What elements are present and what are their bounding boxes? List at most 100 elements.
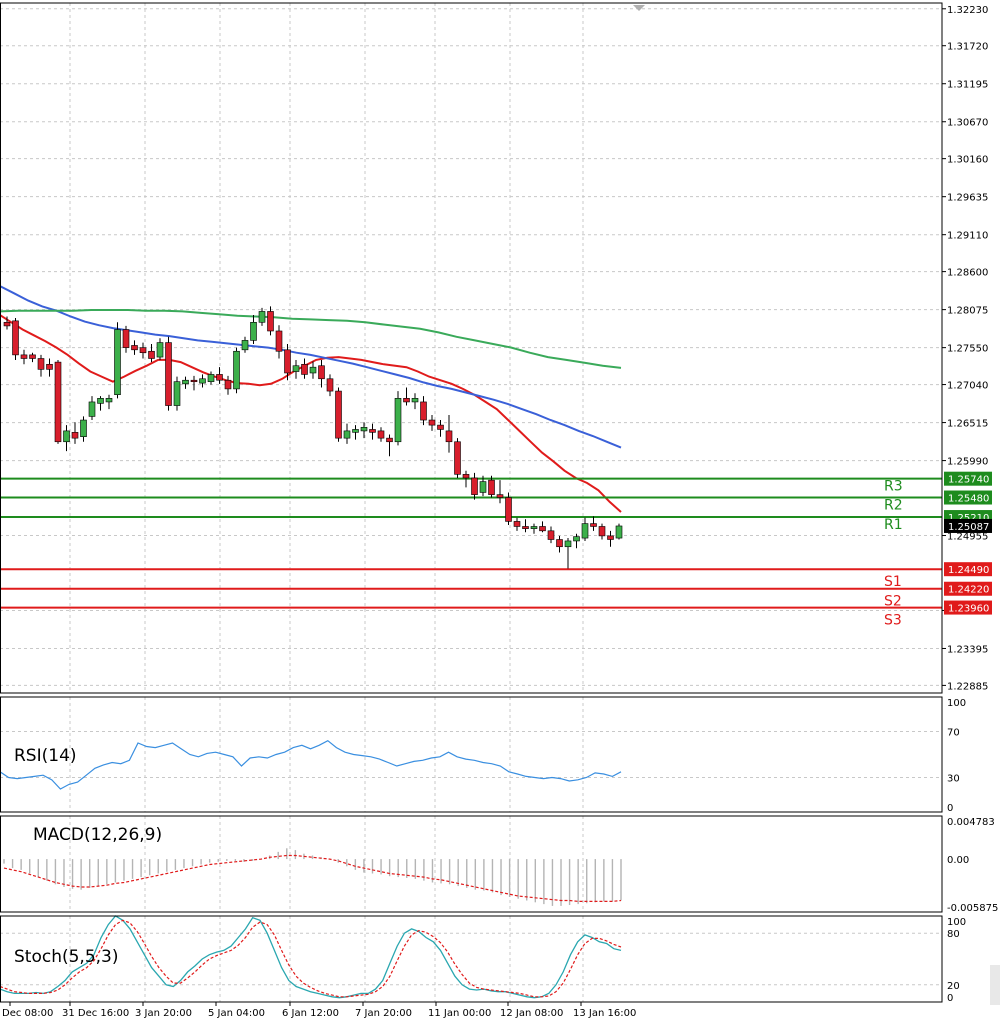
candle-body: [208, 374, 214, 381]
candle-body: [13, 321, 19, 355]
price-tick-label: 1.30670: [947, 118, 988, 129]
candle: [395, 391, 401, 445]
time-tick-label: Dec 08:00: [2, 1008, 53, 1019]
price-tick-label: 1.25990: [947, 457, 988, 468]
candle-body: [353, 429, 359, 432]
price-tick-label: 1.27550: [947, 344, 988, 355]
price-tick-label: 1.23395: [947, 644, 988, 655]
candle-body: [472, 478, 478, 495]
candle-body: [234, 351, 240, 389]
candle: [234, 348, 240, 394]
stoch-tick-label: 20: [947, 981, 960, 992]
candle-body: [421, 402, 427, 420]
candle-body: [497, 495, 503, 498]
macd-title: MACD(12,26,9): [33, 825, 162, 845]
level-tag-s2: 1.24220: [948, 585, 989, 596]
candle-body: [404, 398, 410, 402]
candle-body: [98, 398, 104, 403]
macd-tick-label: 0.00: [947, 855, 969, 866]
candle-body: [115, 330, 121, 395]
current-price-tag: 1.25087: [948, 522, 989, 533]
candle-body: [72, 432, 78, 438]
candle-body: [523, 526, 529, 528]
candle-body: [242, 340, 248, 349]
candle-body: [608, 536, 614, 540]
candle-body: [616, 526, 622, 538]
price-tick-label: 1.32230: [947, 5, 988, 16]
candle-body: [489, 480, 495, 494]
candle-body: [557, 540, 563, 547]
price-tick-label: 1.28075: [947, 306, 988, 317]
candle-body: [327, 379, 333, 391]
candle: [506, 492, 512, 525]
candle-body: [166, 343, 172, 406]
macd-tick-label: 0.004783: [947, 817, 995, 828]
price-tick-label: 1.28600: [947, 268, 988, 279]
rsi-tick-label: 100: [947, 698, 966, 709]
price-tick-label: 1.31720: [947, 42, 988, 53]
candle-body: [225, 380, 231, 389]
candle-body: [21, 355, 27, 359]
candle-body: [582, 524, 588, 538]
candle-body: [446, 431, 452, 442]
candle-body: [480, 482, 486, 493]
candle-body: [531, 526, 537, 528]
level-label-r3: R3: [884, 479, 903, 495]
stoch-title: Stoch(5,5,3): [14, 947, 119, 967]
candle: [616, 524, 622, 540]
candle-body: [370, 429, 376, 432]
candle-body: [310, 367, 316, 373]
candle-body: [565, 541, 571, 547]
candle-body: [540, 526, 546, 530]
candle-body: [123, 330, 129, 348]
candle-body: [506, 498, 512, 522]
candle-body: [378, 431, 384, 438]
time-tick-label: 3 Jan 20:00: [135, 1008, 192, 1019]
level-tag-r2: 1.25480: [948, 494, 989, 505]
candle: [13, 318, 19, 360]
candle-body: [574, 537, 580, 541]
level-tag-r3: 1.25740: [948, 475, 989, 486]
candle-body: [81, 420, 87, 437]
candle-body: [302, 364, 308, 374]
candle: [336, 387, 342, 441]
candle: [166, 337, 172, 411]
candle-body: [395, 398, 401, 441]
candle-body: [412, 398, 418, 402]
candle-body: [4, 322, 10, 326]
candle-body: [30, 355, 36, 359]
price-tick-label: 1.31195: [947, 80, 988, 91]
candle-body: [157, 343, 163, 357]
candle-body: [106, 398, 112, 402]
stoch-tick-label: 0: [947, 993, 953, 1004]
candle-body: [183, 380, 189, 384]
price-tick-label: 1.29110: [947, 231, 988, 242]
time-tick-label: 6 Jan 12:00: [282, 1008, 339, 1019]
candle-body: [200, 379, 206, 383]
candle-body: [38, 358, 44, 369]
level-label-s3: S3: [884, 613, 902, 629]
candle-body: [47, 364, 53, 369]
rsi-tick-label: 70: [947, 728, 960, 739]
candle: [174, 377, 180, 411]
candle-body: [64, 431, 70, 442]
level-tag-s3: 1.23960: [948, 604, 989, 615]
level-tag-s1: 1.24490: [948, 565, 989, 576]
time-tick-label: 13 Jan 16:00: [573, 1008, 636, 1019]
candle-body: [285, 350, 291, 373]
candle-body: [336, 391, 342, 438]
candle-body: [140, 348, 146, 353]
price-tick-label: 1.26515: [947, 419, 988, 430]
candle-body: [55, 362, 61, 442]
candle-body: [591, 524, 597, 527]
candle-body: [268, 311, 274, 331]
time-tick-label: 5 Jan 04:00: [208, 1008, 265, 1019]
scroll-edge: [990, 965, 1000, 1005]
stoch-tick-label: 80: [947, 929, 960, 940]
candle-body: [455, 442, 461, 475]
candle-body: [599, 526, 605, 535]
candle-body: [174, 382, 180, 406]
level-label-r2: R2: [884, 498, 903, 514]
price-tick-label: 1.30160: [947, 155, 988, 166]
